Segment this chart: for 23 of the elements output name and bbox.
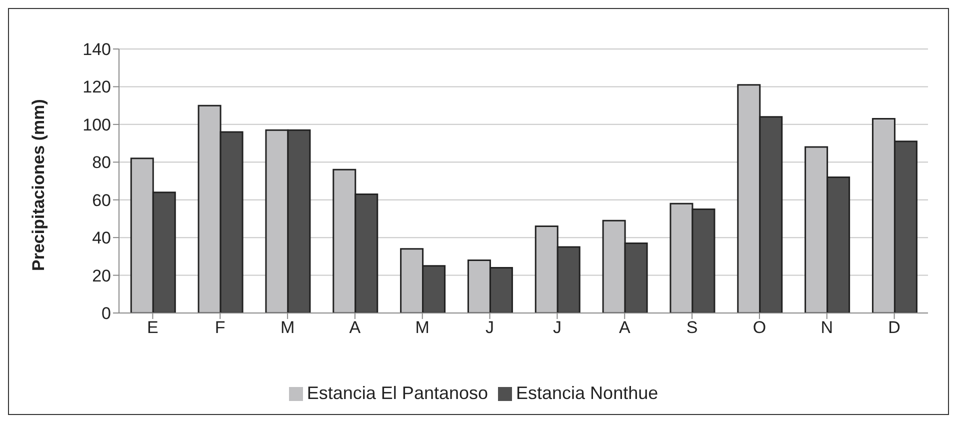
y-axis-title: Precipitaciones (mm): [29, 99, 48, 271]
y-tick-label: 40: [92, 228, 111, 248]
x-tick-label: F: [214, 318, 226, 338]
x-tick-label: N: [820, 318, 834, 338]
y-tick-label: 140: [82, 40, 111, 60]
y-tick-label: 120: [82, 78, 111, 97]
legend-label: Estancia Nonthue: [516, 383, 658, 403]
y-tick-label: 20: [92, 266, 111, 286]
x-tick-label: D: [888, 318, 900, 338]
x-tick-label: M: [280, 318, 295, 338]
y-tick-label: 0: [102, 304, 111, 324]
legend-label: Estancia El Pantanoso: [306, 383, 488, 403]
x-tick-label: M: [415, 318, 430, 338]
y-tick-label: 80: [92, 153, 111, 172]
x-tick-label: O: [752, 318, 766, 338]
x-tick-label: J: [552, 318, 562, 338]
x-tick-label: J: [486, 318, 494, 338]
x-tick-label: A: [618, 318, 631, 338]
y-tick-label: 60: [92, 190, 111, 210]
y-tick-label: 100: [82, 115, 111, 134]
x-tick-label: A: [349, 318, 362, 338]
x-tick-label: E: [147, 318, 158, 338]
x-tick-label: S: [686, 318, 698, 338]
